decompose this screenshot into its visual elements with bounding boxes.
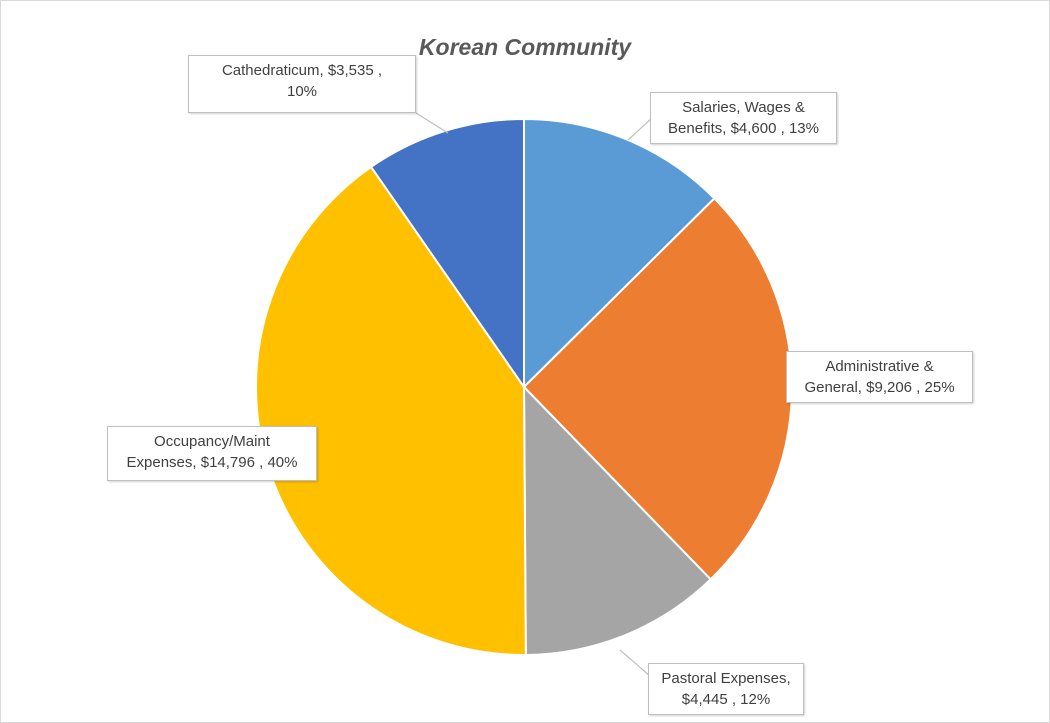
pie-slice-cathedraticum (369, 117, 525, 391)
data-label-line: Salaries, Wages & (682, 99, 805, 116)
pie-slice-pastoral-expenses (522, 384, 713, 656)
data-label: Administrative & General, $9,206 , 25% (786, 351, 973, 403)
pie-slice-salaries-wages-benefits (523, 117, 716, 390)
data-label: Occupancy/Maint Expenses, $14,796 , 40% (107, 426, 317, 481)
data-label-line: $4,445 , 12% (681, 691, 771, 708)
data-label-line: Expenses, $14,796 , 40% (126, 454, 298, 471)
data-label-line: Cathedraticum, $3,535 , (221, 62, 383, 79)
data-label: Pastoral Expenses, $4,445 , 12% (648, 663, 804, 715)
leader-line (415, 112, 449, 134)
leader-line (619, 649, 651, 677)
data-label-line: 10% (286, 83, 318, 100)
data-label-line: Administrative & (825, 358, 934, 375)
data-label-line: General, $9,206 , 25% (804, 379, 955, 396)
chart-title: Korean Community (418, 34, 632, 60)
data-label: Salaries, Wages & Benefits, $4,600 , 13% (650, 92, 837, 144)
data-label: Cathedraticum, $3,535 , 10% (188, 55, 416, 113)
data-label-line: Occupancy/Maint (154, 433, 270, 450)
data-label-line: Pastoral Expenses, (661, 670, 791, 687)
leader-line (627, 117, 653, 141)
data-label-line: Benefits, $4,600 , 13% (668, 120, 819, 137)
